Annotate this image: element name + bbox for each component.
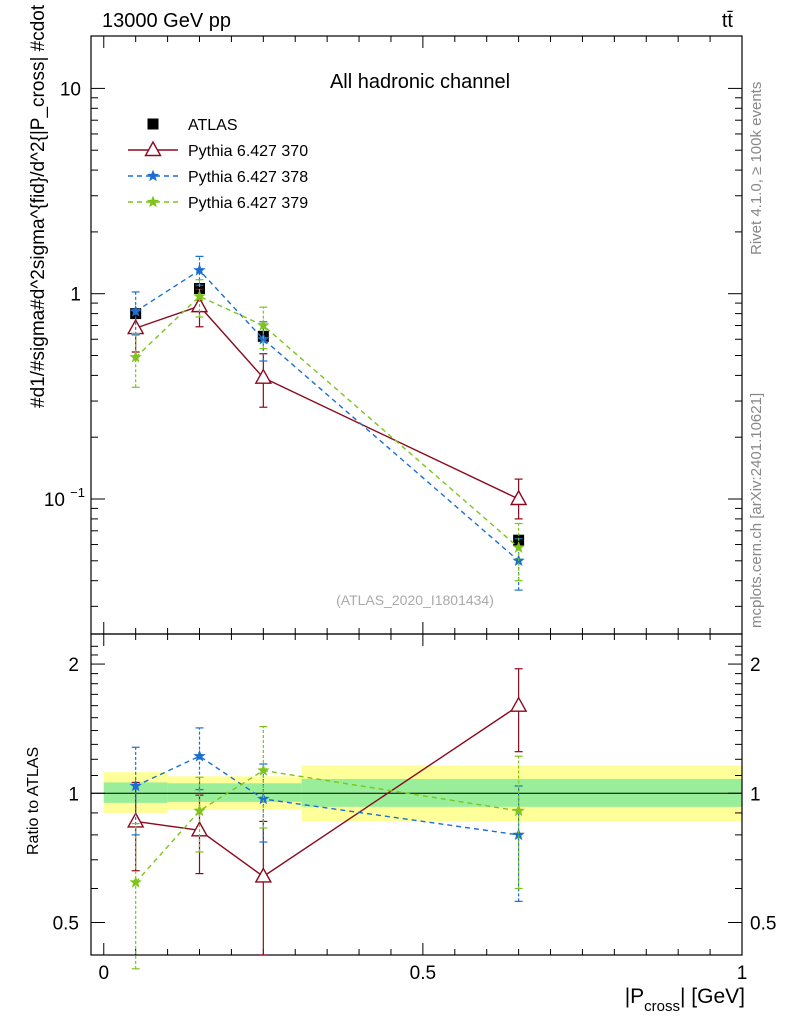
series-point-0 <box>194 283 205 295</box>
ratio-point-3 <box>129 875 142 888</box>
legend-marker-3 <box>146 195 160 208</box>
ratio-y-tick-label-right: 2 <box>750 655 761 676</box>
svg-text:#d1/#sigma#d^2sigma^{fid}/d^2{: #d1/#sigma#d^2sigma^{fid}/d^2{|P_cross| … <box>28 0 49 408</box>
ratio-y-tick-label-right: 1 <box>750 784 761 805</box>
x-tick-label: 0 <box>98 963 109 984</box>
x-axis-label-main: |P <box>625 985 644 1008</box>
y-axis-label: #d1/#sigma#d^2sigma^{fid}/d^2{|P_cross| … <box>28 0 49 408</box>
ratio-point-2 <box>193 749 206 762</box>
x-axis-label-sub: cross <box>644 998 680 1015</box>
ratio-point-1 <box>509 696 528 712</box>
ratio-panel-frame: 0 0.5 1 2 2 1 1 0.5 0.5 <box>53 633 776 984</box>
x-tick-label: 0.5 <box>410 963 436 984</box>
svg-text:|Pcross| [GeV]: |Pcross| [GeV] <box>625 985 745 1015</box>
series-point-2 <box>129 304 142 317</box>
header-right-label: tt̄ <box>722 10 734 32</box>
series-point-1 <box>254 368 273 384</box>
series-point-3 <box>257 319 270 331</box>
rivet-version-label: Rivet 4.1.0, ≥ 100k events <box>748 82 765 255</box>
ratio-point-3 <box>512 804 525 817</box>
series-point-3 <box>193 289 206 302</box>
series-point-2 <box>193 263 206 276</box>
series-point-3 <box>512 541 525 553</box>
ratio-band-inner-1 <box>167 783 302 802</box>
ratio-line-2 <box>135 755 519 836</box>
legend-marker-2 <box>146 169 160 182</box>
ratio-y-tick-label: 1 <box>68 784 79 805</box>
legend-marker-0 <box>147 118 159 130</box>
series-line-2 <box>135 269 520 562</box>
ratio-y-tick-label: 0.5 <box>53 913 79 934</box>
ratio-point-3 <box>257 764 270 776</box>
x-tick-label: 1 <box>737 963 748 984</box>
series-point-3 <box>129 350 142 363</box>
x-axis-label: |Pcross| [GeV] <box>625 985 745 1015</box>
ratio-y-tick-label-right: 0.5 <box>750 913 776 934</box>
legend-marker-1 <box>144 140 162 157</box>
series-point-1 <box>509 489 528 506</box>
ratio-panel-series <box>126 668 528 970</box>
mcplots-label: mcplots.cern.ch [arXiv:2401.10621] <box>748 393 765 628</box>
series-line-1 <box>135 305 519 500</box>
ratio-point-1 <box>254 867 273 883</box>
y-axis-label-text: #d1/#sigma#d^2sigma^{fid}/d^2{|P_cross| … <box>28 0 49 408</box>
analysis-watermark: (ATLAS_2020_I1801434) <box>336 592 494 608</box>
chart-title: All hadronic channel <box>330 71 510 93</box>
ratio-frame-box <box>90 633 743 956</box>
y-tick-label: 10 <box>60 79 81 100</box>
header-left-label: 13000 GeV pp <box>102 10 231 32</box>
y-tick-label: 1 <box>70 285 81 306</box>
series-line-3 <box>135 295 520 549</box>
ratio-point-2 <box>512 828 525 841</box>
legend-label-2: Pythia 6.427 378 <box>188 169 308 186</box>
ratio-y-axis-label: Ratio to ATLAS <box>25 747 42 855</box>
legend-label-1: Pythia 6.427 370 <box>188 143 308 160</box>
y-tick-label-exponent: −1 <box>70 485 85 500</box>
ratio-point-2 <box>257 792 270 805</box>
legend-label-3: Pythia 6.427 379 <box>188 195 308 212</box>
y-tick-label: 10 <box>44 490 65 511</box>
x-axis-label-tail: | [GeV] <box>680 985 745 1008</box>
main-panel-series <box>126 255 528 591</box>
ratio-y-tick-label: 2 <box>68 655 79 676</box>
ratio-line-3 <box>135 769 519 883</box>
ratio-point-3 <box>193 804 206 817</box>
legend-label-0: ATLAS <box>188 117 238 134</box>
ratio-point-2 <box>129 779 142 792</box>
legend: ATLAS Pythia 6.427 370 Pythia 6.427 378 Pyt… <box>128 117 308 212</box>
